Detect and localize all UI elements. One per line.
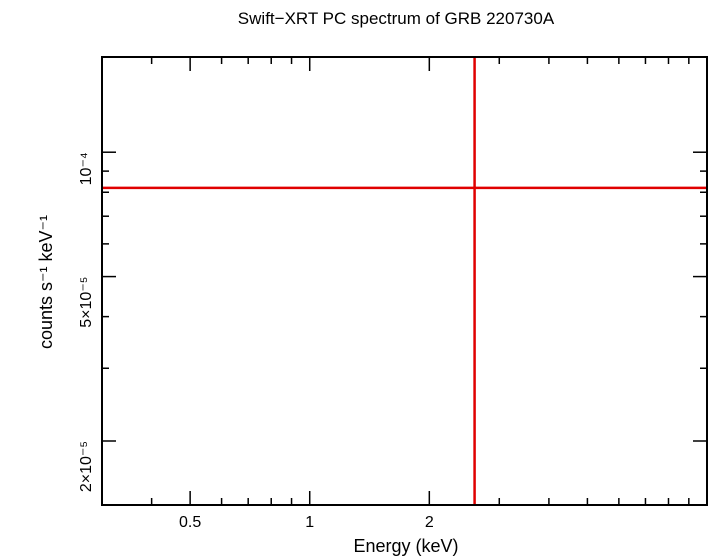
x-tick-label: 1: [305, 514, 314, 531]
x-axis-label: Energy (keV): [353, 536, 458, 556]
y-tick-labels: 2×10⁻⁵ 5×10⁻⁵ 10⁻⁴: [78, 152, 95, 492]
y-axis-label: counts s⁻¹ keV⁻¹: [36, 215, 56, 349]
y-tick-label: 5×10⁻⁵: [78, 277, 95, 328]
x-tick-label: 2: [425, 514, 434, 531]
chart-title: Swift−XRT PC spectrum of GRB 220730A: [238, 9, 555, 28]
axis-ticks: [101, 57, 707, 505]
y-tick-label: 10⁻⁴: [78, 152, 95, 185]
y-tick-label: 2×10⁻⁵: [78, 441, 95, 492]
x-tick-label: 0.5: [179, 514, 201, 531]
plot-frame: [101, 56, 708, 506]
x-tick-labels: 0.5 1 2: [179, 514, 434, 531]
data-series: [102, 57, 707, 505]
